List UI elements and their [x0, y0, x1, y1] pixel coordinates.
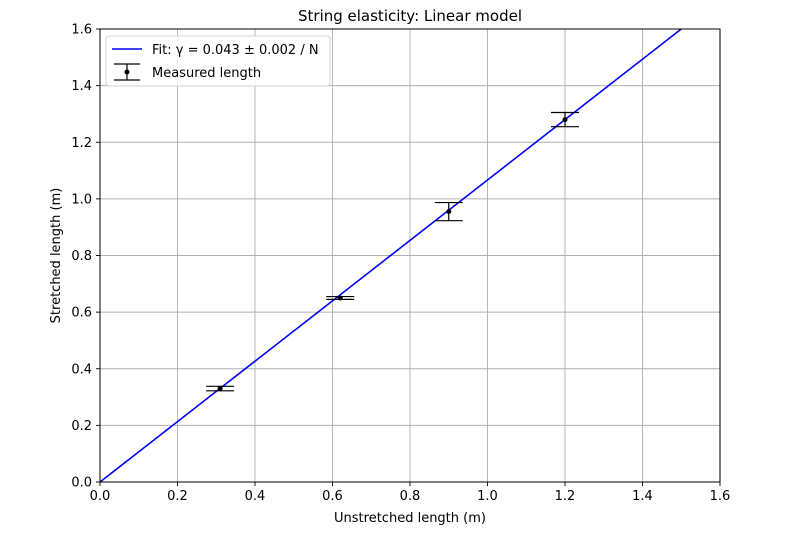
error-bar-point — [434, 201, 463, 222]
x-tick-label: 1.2 — [555, 489, 576, 504]
x-tick-label: 1.6 — [710, 489, 731, 504]
x-tick-label: 0.2 — [167, 489, 188, 504]
y-tick-label: 0.6 — [71, 306, 92, 321]
y-tick-label: 0.0 — [71, 476, 92, 491]
legend: Fit: γ = 0.043 ± 0.002 / N Measured leng… — [105, 35, 331, 87]
error-bar-point — [206, 385, 235, 392]
y-tick-label: 0.2 — [71, 419, 92, 434]
legend-box — [105, 35, 331, 87]
y-tick-label: 1.2 — [71, 136, 92, 151]
fit-line — [100, 29, 683, 482]
y-tick-label: 1.0 — [71, 192, 92, 207]
data-marks — [100, 29, 683, 482]
axis-ticks: 0.0 0.2 0.4 0.6 0.8 1.0 1.2 1.4 1.6 0.0 0.2 0.4 0.6 0… — [71, 23, 730, 505]
y-tick-label: 1.4 — [71, 79, 92, 94]
chart-title: String elasticity: Linear model — [298, 7, 522, 25]
legend-measured-label: Measured length — [152, 66, 261, 81]
error-bar-point — [551, 111, 579, 128]
error-bar-point — [326, 295, 355, 301]
data-point — [217, 386, 223, 392]
legend-errorbar-swatch — [114, 63, 140, 81]
x-axis-label: Unstretched length (m) — [334, 511, 486, 526]
x-tick-label: 0.0 — [90, 489, 111, 504]
x-tick-label: 1.4 — [632, 489, 653, 504]
data-point — [562, 117, 568, 123]
x-tick-label: 1.0 — [477, 489, 498, 504]
legend-fit-label: Fit: γ = 0.043 ± 0.002 / N — [152, 43, 319, 58]
y-tick-label: 1.6 — [71, 23, 92, 38]
data-point — [446, 209, 452, 215]
x-tick-label: 0.6 — [322, 489, 343, 504]
y-axis-label: Stretched length (m) — [49, 188, 64, 324]
x-tick-label: 0.4 — [245, 489, 266, 504]
y-tick-label: 0.4 — [71, 362, 92, 377]
data-point — [337, 295, 343, 301]
y-tick-label: 0.8 — [71, 249, 92, 264]
x-tick-label: 0.8 — [400, 489, 421, 504]
